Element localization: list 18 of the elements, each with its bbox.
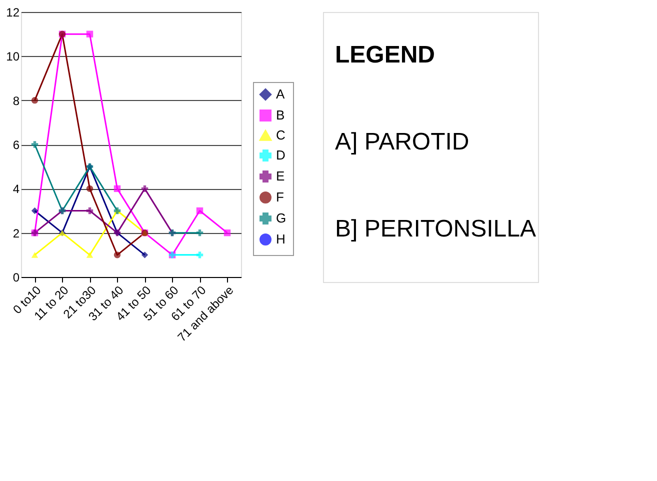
legend-label: D [276, 148, 286, 162]
y-tick-label: 8 [12, 94, 20, 108]
legend-label: H [276, 232, 286, 246]
y-tick-label: 4 [12, 182, 20, 196]
text: B] PERITONSILLA [335, 216, 536, 243]
y-tick-label: 2 [12, 226, 20, 240]
legend-label: E [276, 168, 285, 184]
legend-label: C [276, 128, 286, 142]
legend-label: A [276, 86, 285, 102]
y-tick-label: 0 [12, 270, 20, 284]
y-tick-label: 12 [6, 6, 20, 20]
text: A] PAROTID [335, 128, 470, 156]
legend-label: G [276, 210, 286, 226]
y-tick-label: 6 [12, 138, 20, 152]
legend-label: F [276, 190, 284, 204]
legend-label: B [276, 108, 285, 122]
text: LEGEND [335, 42, 436, 69]
y-tick-label: 10 [6, 50, 20, 64]
